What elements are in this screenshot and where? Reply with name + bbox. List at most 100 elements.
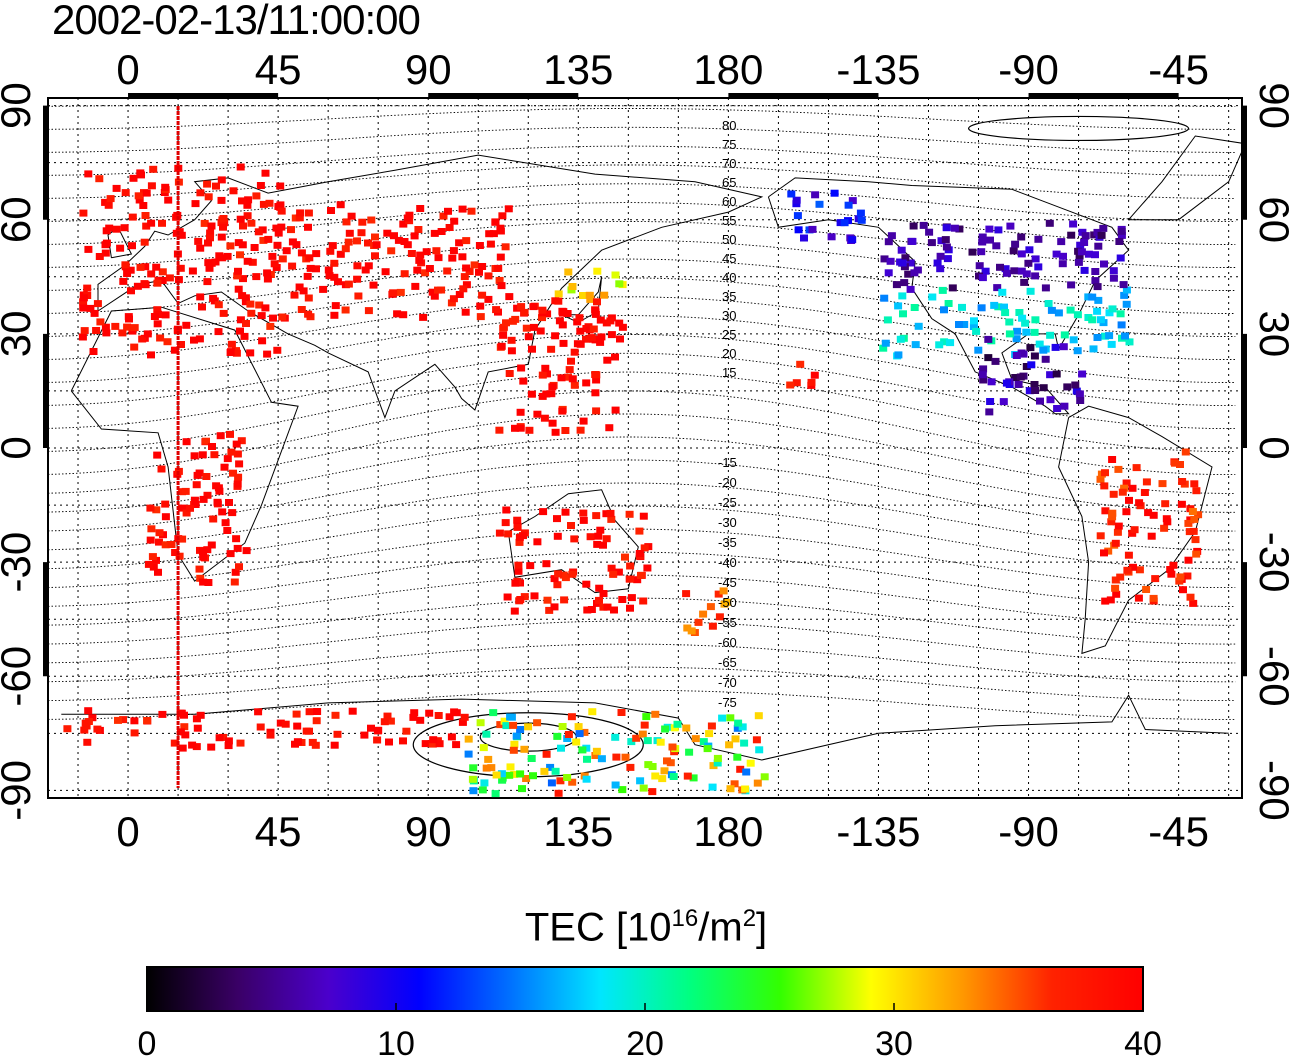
tec-cell-japan: [600, 291, 609, 299]
tec-cell-east-asia: [536, 327, 545, 335]
tec-cell-russia: [336, 250, 345, 258]
tec-cell-antarctic-south: [484, 755, 493, 763]
tec-cell-antarctic-coast: [88, 714, 97, 722]
tec-cell-antarctic-south: [588, 708, 597, 716]
contour-label: -60: [718, 635, 737, 650]
tec-cell-europe: [210, 297, 219, 305]
tec-cell-europe: [204, 259, 213, 267]
tec-cell-new-zealand: [694, 618, 703, 626]
tec-cell-japan: [596, 316, 605, 324]
tec-cell-antarctic-south: [502, 722, 511, 730]
colorbar-tick-label: 40: [1124, 1025, 1162, 1057]
tec-cell-antarctic-south: [479, 744, 488, 752]
tec-cell-europe: [176, 264, 185, 272]
tec-cell-antarctic-south: [568, 778, 577, 786]
tec-cell-australia: [593, 540, 602, 548]
tec-cell-russia: [371, 233, 379, 241]
tec-cell-north-america: [897, 246, 906, 254]
tec-cell-north-america: [1105, 309, 1114, 317]
tec-cell-europe: [147, 351, 155, 359]
tec-cell-north-america: [1031, 272, 1040, 280]
tec-cell-antarctic-south: [738, 723, 747, 731]
tec-cell-north-america: [1122, 286, 1131, 294]
tec-cell-north-america: [1108, 305, 1117, 313]
tec-cell-europe: [147, 182, 156, 190]
tec-cell-antarctic-south: [557, 744, 565, 752]
tec-cell-europe: [259, 200, 268, 208]
tec-cell-antarctic-south: [516, 770, 525, 778]
tec-cell-antarctic-south: [575, 730, 584, 738]
tec-cell-europe: [243, 212, 252, 220]
tec-cell-russia: [407, 250, 416, 257]
tec-cell-europe: [79, 298, 88, 306]
tec-cell-russia: [498, 212, 507, 220]
tec-cell-antarctic-south: [522, 775, 531, 782]
tec-cell-antarctic-south: [505, 771, 514, 779]
tec-cell-antarctic-coast: [373, 736, 382, 744]
tec-cell-south-america: [1111, 539, 1120, 547]
tec-cell-north-america: [941, 236, 950, 244]
tec-cell-australia: [530, 592, 539, 600]
tec-cell-russia: [437, 228, 446, 235]
tec-cell-south-america: [1108, 513, 1117, 521]
tec-cell-central-america: [1075, 390, 1084, 398]
tec-cell-south-america: [1113, 528, 1122, 536]
tec-cell-australia: [599, 590, 608, 597]
tec-cell-russia: [476, 313, 485, 321]
tec-cell-africa: [157, 465, 166, 473]
tec-cell-north-america: [1100, 260, 1108, 268]
tec-cell-alaska: [848, 236, 857, 244]
tec-cell-east-asia: [529, 323, 538, 331]
tec-cell-east-asia: [499, 323, 508, 331]
tec-cell-europe: [268, 252, 277, 260]
tec-cell-africa: [235, 460, 244, 468]
contour-label: -35: [718, 535, 737, 550]
tec-cell-africa: [155, 529, 164, 537]
tec-cell-antarctic-coast: [84, 707, 93, 715]
tec-cell-antarctic-coast: [224, 737, 233, 745]
tec-cell-africa: [178, 535, 187, 543]
tec-cell-antarctic-south: [527, 755, 536, 762]
tec-cell-antarctic-coast: [192, 743, 201, 751]
tec-cell-europe: [84, 245, 93, 253]
tec-cell-russia: [371, 252, 379, 260]
tec-cell-north-america: [1041, 284, 1050, 292]
tec-cell-russia: [334, 278, 342, 286]
tec-cell-antarctic-coast: [291, 740, 299, 748]
lat-tick-label-right: 90: [1251, 82, 1292, 129]
tec-cell-antarctic-south: [480, 779, 489, 787]
tec-cell-antarctic-coast: [192, 715, 201, 723]
tec-cell-europe: [200, 219, 209, 227]
tec-cell-europe: [206, 229, 215, 237]
tec-cell-central-america: [999, 398, 1008, 406]
tec-cell-antarctic-coast: [176, 709, 185, 717]
contour-label: -15: [718, 455, 737, 470]
tec-cell-east-asia: [611, 353, 619, 361]
tec-cell-australia: [607, 515, 616, 523]
contour-label: 15: [722, 365, 736, 380]
tec-cell-central-america: [1031, 387, 1040, 394]
tec-cell-central-america: [1078, 370, 1087, 378]
tec-cell-europe: [112, 225, 121, 233]
tec-cell-africa: [209, 515, 218, 523]
tec-cell-north-america: [1109, 274, 1118, 282]
tec-cell-russia: [364, 239, 372, 247]
right-axis-bar: [1242, 333, 1247, 448]
tec-cell-antarctic-south: [731, 735, 740, 743]
tec-cell-central-america: [1052, 370, 1061, 378]
lat-tick-label-right: 0: [1251, 436, 1292, 459]
tec-cell-south-america: [1166, 566, 1175, 573]
tec-cell-europe: [233, 272, 242, 280]
tec-cell-europe: [191, 200, 200, 208]
coastline-path: [1058, 405, 1213, 655]
tec-cell-north-america: [1020, 278, 1029, 286]
tec-cell-europe: [121, 261, 130, 269]
tec-cell-south-america: [1147, 532, 1156, 540]
lon-tick-label-top: 45: [255, 46, 302, 93]
tec-cell-east-asia: [591, 371, 600, 378]
tec-cell-europe: [143, 330, 152, 338]
tec-cell-australia: [539, 508, 548, 516]
tec-cell-east-asia: [603, 356, 612, 364]
tec-cell-east-asia: [570, 381, 579, 389]
